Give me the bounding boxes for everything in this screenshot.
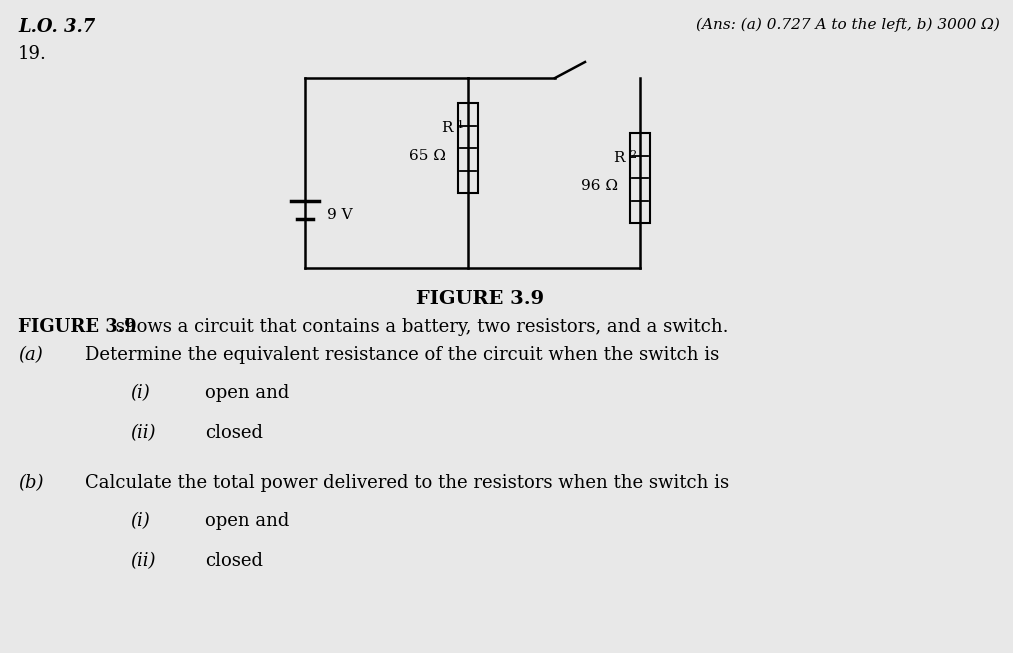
Text: 1: 1 xyxy=(457,120,464,130)
Text: 96 Ω: 96 Ω xyxy=(581,179,618,193)
Text: FIGURE 3.9: FIGURE 3.9 xyxy=(18,318,137,336)
Text: R: R xyxy=(442,121,453,135)
Text: (i): (i) xyxy=(130,512,150,530)
Text: (i): (i) xyxy=(130,384,150,402)
Text: (b): (b) xyxy=(18,474,44,492)
Bar xyxy=(630,133,650,223)
Text: (a): (a) xyxy=(18,346,43,364)
Text: L.O. 3.7: L.O. 3.7 xyxy=(18,18,95,36)
Text: 9 V: 9 V xyxy=(327,208,353,222)
Text: (ii): (ii) xyxy=(130,552,156,570)
Text: closed: closed xyxy=(205,424,263,442)
Text: 65 Ω: 65 Ω xyxy=(409,149,446,163)
Text: (Ans: (a) 0.727 A to the left, b) 3000 Ω): (Ans: (a) 0.727 A to the left, b) 3000 Ω… xyxy=(696,18,1000,33)
Text: R: R xyxy=(614,151,625,165)
Text: shows a circuit that contains a battery, two resistors, and a switch.: shows a circuit that contains a battery,… xyxy=(110,318,728,336)
Text: 19.: 19. xyxy=(18,45,47,63)
Text: FIGURE 3.9: FIGURE 3.9 xyxy=(416,290,544,308)
Text: Calculate the total power delivered to the resistors when the switch is: Calculate the total power delivered to t… xyxy=(85,474,729,492)
Text: open and: open and xyxy=(205,384,290,402)
Text: (ii): (ii) xyxy=(130,424,156,442)
Text: Determine the equivalent resistance of the circuit when the switch is: Determine the equivalent resistance of t… xyxy=(85,346,719,364)
Text: open and: open and xyxy=(205,512,290,530)
Text: closed: closed xyxy=(205,552,263,570)
Text: 2: 2 xyxy=(629,150,636,160)
Bar xyxy=(458,103,478,193)
